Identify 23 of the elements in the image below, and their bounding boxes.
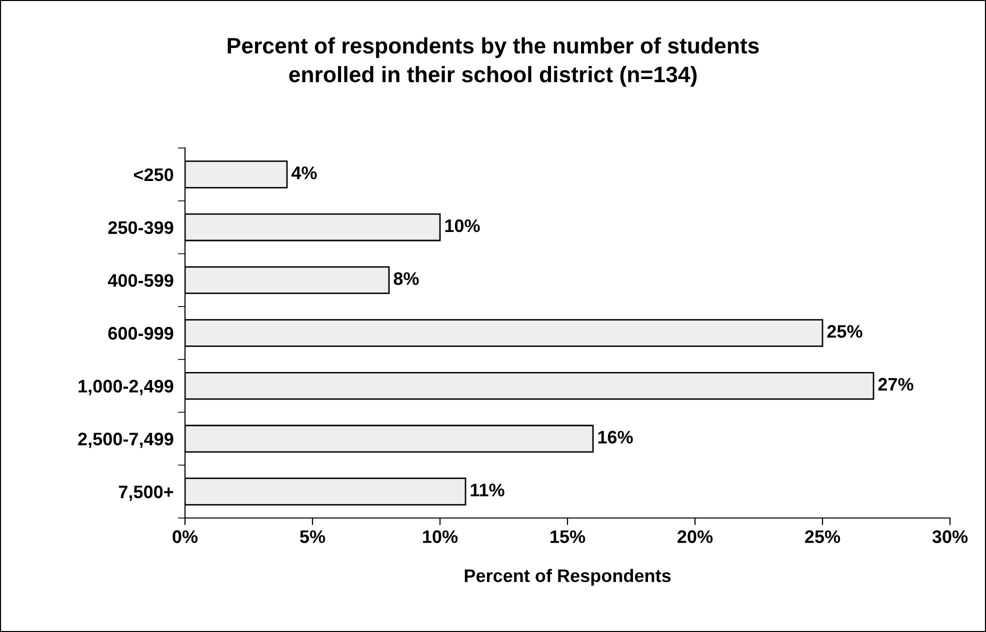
x-tick-label: 10% (423, 530, 458, 544)
data-label: 11% (470, 484, 504, 496)
x-tick-label: 25% (805, 530, 840, 544)
y-tick-label: 1,000-2,499 (78, 380, 174, 396)
data-label: 4% (291, 166, 317, 180)
y-tick-label: <250 (134, 168, 174, 182)
x-tick-label: 20% (678, 530, 713, 544)
x-tick-label: 0% (172, 530, 198, 544)
data-label: 16% (598, 430, 633, 444)
y-tick-label: 600-999 (108, 326, 174, 340)
data-label: 27% (878, 378, 914, 391)
data-label: 8% (394, 272, 419, 285)
x-tick-label: 5% (300, 530, 326, 544)
data-label: 25% (827, 325, 862, 338)
y-tick-label: 250-399 (108, 221, 174, 234)
y-tick-label: 2,500-7,499 (78, 432, 174, 448)
data-label: 10% (445, 219, 480, 232)
chart-title: Percent of respondents by the number of students enrolled in their school district (n=134) (228, 37, 759, 87)
x-tick-label: 30% (932, 530, 968, 544)
y-tick-label: 7,500+ (118, 486, 174, 501)
y-tick-label: 400-599 (108, 274, 174, 287)
x-axis-title: Percent of Respondents (464, 568, 671, 586)
x-tick-label: 15% (550, 530, 586, 544)
